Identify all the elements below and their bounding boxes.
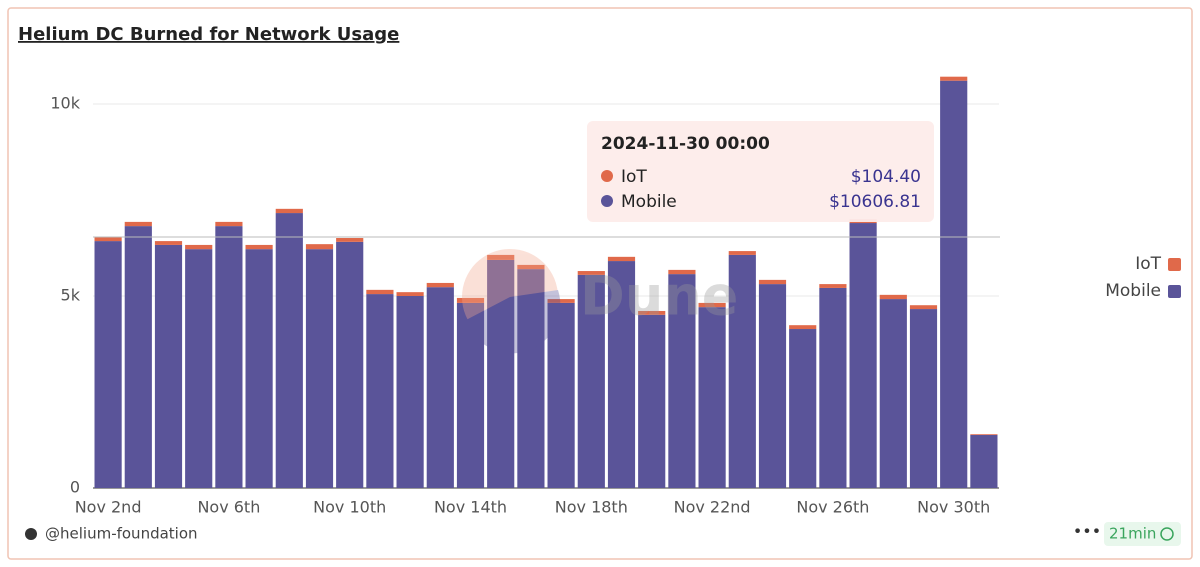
tooltip-swatch [601,170,613,182]
bar-segment [728,251,756,255]
legend-swatch [1168,258,1181,271]
bar-segment [215,221,243,227]
bar-segment [426,282,454,288]
bar-segment [819,287,847,488]
svg-text:Dune: Dune [580,265,738,328]
bar-segment [245,249,273,488]
bar-segment [305,249,334,488]
bar-segment [849,223,877,489]
bar-segment [456,297,485,303]
bar-segment [789,325,817,330]
y-tick-label: 5k [61,286,81,305]
bar-segment [607,261,636,488]
bar-segment [668,269,696,275]
bar-segment [547,299,575,303]
bar-segment [668,274,696,488]
author-icon [25,528,37,540]
bar-segment [698,302,726,308]
bar-segment [819,284,847,288]
bar-segment [305,244,334,250]
age-badge [1104,522,1181,546]
bar-segment [487,259,515,488]
bar-segment [940,80,968,489]
bar-segment [154,241,183,245]
bar-segment [185,249,213,488]
tooltip: 2024-11-30 00:00 IoT $104.40 Mobile $106… [587,121,934,222]
more-menu[interactable]: ••• [1073,522,1101,541]
bar-segment [245,244,273,250]
author[interactable]: @helium-foundation [45,525,198,543]
x-tick-label: Nov 10th [313,498,386,517]
tooltip-date: 2024-11-30 00:00 [601,134,770,154]
bar-segment [638,314,666,488]
bar-segment [487,254,515,260]
x-tick-label: Nov 18th [555,498,628,517]
bar-segment [456,302,485,488]
bar-segment [215,226,243,488]
bar-segment [94,241,122,488]
bar-segment [366,289,394,295]
bar-segment [336,238,364,242]
bar-segment [396,292,424,296]
bar-segment [577,271,605,275]
x-tick-label: Nov 22nd [674,498,751,517]
x-tick-label: Nov 2nd [75,498,142,517]
bar-segment [94,236,122,242]
tooltip-value: $104.40 [851,167,921,187]
bar-segment [154,244,183,488]
y-tick-label: 0 [70,478,80,497]
x-tick-label: Nov 14th [434,498,507,517]
y-tick-label: 10k [50,94,80,113]
tooltip-name: Mobile [621,192,677,212]
bar-segment [577,274,605,488]
x-tick-label: Nov 6th [197,498,260,517]
bar-segment [909,305,938,310]
legend-label: IoT [1135,254,1161,274]
bar-segment [517,269,545,488]
legend-swatch [1168,285,1181,298]
bar-segment [909,309,938,488]
tooltip-name: IoT [621,167,647,187]
bar-segment [124,221,152,227]
bar-segment [698,307,726,488]
bar-segment [728,254,756,488]
bar-segment [879,299,907,488]
bar-segment [396,296,424,488]
bar-segment [607,256,636,262]
legend-label: Mobile [1105,281,1161,301]
bar-segment [366,294,394,488]
bar-segment [185,244,213,250]
tooltip-swatch [601,195,613,207]
bar-segment [517,264,545,270]
bar-segment [758,279,787,285]
bar-segment [275,208,303,214]
bar-segment [789,329,817,488]
tooltip-value: $10606.81 [829,192,921,212]
x-tick-label: Nov 30th [917,498,990,517]
bar-segment [879,294,907,300]
watermark: Dune [462,249,738,354]
check-icon [1160,527,1174,541]
age: 21min [1109,525,1156,543]
bar-segment [426,287,454,488]
bar-segment [547,302,575,488]
bar-segment [275,213,303,488]
bar-segment [124,226,152,488]
bar-segment [970,434,998,436]
bar-segment [970,435,998,488]
chart-title[interactable]: Helium DC Burned for Network Usage [18,24,399,45]
x-tick-label: Nov 26th [796,498,869,517]
bar-segment [638,310,666,315]
bar-segment [758,284,787,488]
bar-segment [336,241,364,488]
bar-segment [940,76,968,81]
